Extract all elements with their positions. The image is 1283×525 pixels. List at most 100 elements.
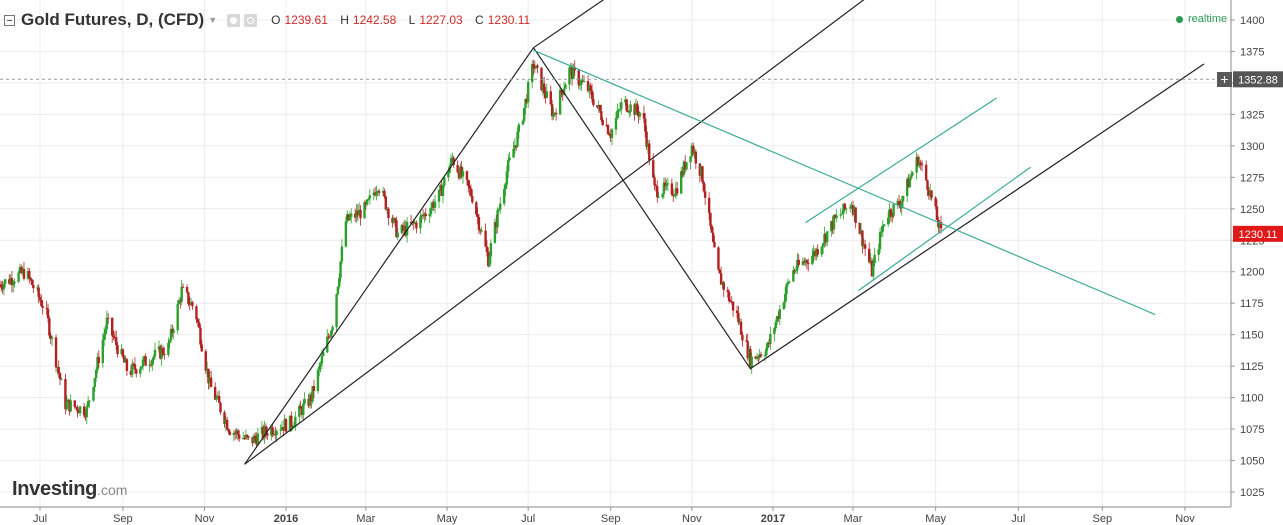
candle-body [274, 434, 277, 436]
candle-body [191, 302, 194, 307]
candle-body [393, 218, 397, 221]
candle-body [344, 221, 348, 247]
ohlc-high-key: H [340, 13, 349, 27]
candle-body [832, 214, 836, 230]
candle-body [775, 316, 779, 323]
candle-body [247, 436, 250, 438]
candle-body [69, 400, 72, 412]
channel-line[interactable] [805, 97, 997, 224]
chevron-down-icon[interactable]: ▼ [208, 15, 218, 25]
candle-body [419, 216, 422, 229]
candle-body [271, 427, 274, 435]
ohlc-close-value: 1230.11 [487, 13, 531, 27]
candle-body [469, 188, 473, 196]
candle-body [652, 160, 655, 178]
candle-body [78, 406, 82, 414]
candle-body [824, 233, 828, 243]
candle-body [646, 143, 650, 147]
candle-body [403, 226, 406, 231]
candle-body [86, 401, 90, 407]
y-tick-label: 1125 [1240, 361, 1264, 373]
candle-body [626, 110, 630, 112]
candle-body [235, 430, 238, 434]
candle-body [552, 113, 555, 117]
candle-body [292, 425, 296, 427]
candle-body [746, 341, 749, 359]
candle-body [213, 386, 217, 400]
add-alert-button[interactable]: + [1217, 72, 1232, 87]
channel-line[interactable] [533, 49, 1156, 316]
candle-body [347, 214, 350, 220]
trend-line[interactable] [532, 47, 751, 369]
candle-body [168, 340, 171, 343]
trend-line[interactable] [750, 63, 1205, 370]
candle-body [236, 430, 240, 435]
candle-body [642, 112, 646, 119]
y-tick-label: 1175 [1240, 298, 1264, 310]
candle-body [302, 403, 305, 415]
candle-body [597, 104, 600, 108]
candle-body [853, 207, 856, 215]
trend-line[interactable] [533, 0, 610, 49]
candle-body [159, 346, 162, 359]
candle-body [447, 172, 450, 178]
collapse-icon[interactable] [4, 14, 15, 26]
candle-body [308, 394, 312, 406]
candle-body [905, 178, 909, 197]
candle-body [32, 285, 35, 289]
candle-body [377, 191, 381, 193]
x-tick-label: Sep [113, 513, 133, 525]
candle-body [167, 342, 170, 355]
candle-body [385, 208, 389, 210]
candle-body [391, 217, 394, 223]
realtime-indicator: realtime [1176, 13, 1227, 25]
candle-body [508, 157, 511, 161]
candle-body [415, 222, 418, 229]
chart-title[interactable]: Gold Futures, D, (CFD) [21, 10, 205, 29]
candle-body [85, 406, 88, 418]
eye-icon[interactable] [227, 13, 241, 27]
candle-body [439, 185, 442, 190]
candle-body [812, 250, 815, 256]
candle-body [793, 270, 796, 272]
candle-body [101, 339, 105, 364]
settings-icon[interactable] [244, 13, 258, 27]
trend-line[interactable] [244, 47, 534, 465]
candle-body [223, 412, 226, 425]
candle-body [610, 129, 614, 139]
candle-body [424, 213, 427, 217]
candle-body [2, 283, 6, 290]
candle-body [318, 366, 321, 371]
candle-body [92, 387, 95, 401]
candle-body [197, 322, 201, 328]
trend-line[interactable] [244, 0, 879, 465]
x-tick-label: Sep [1093, 513, 1113, 525]
candle-body [196, 319, 199, 323]
candle-body [665, 183, 668, 187]
candle-body [330, 330, 333, 337]
candle-body [699, 166, 703, 176]
candle-body [691, 145, 695, 154]
candle-body [266, 432, 269, 436]
candle-body [242, 438, 245, 440]
candle-body [554, 112, 558, 115]
candle-body [881, 226, 884, 232]
channel-line[interactable] [858, 166, 1031, 292]
candle-body [270, 427, 273, 436]
candle-body [208, 377, 211, 384]
ohlc-low-value: 1227.03 [419, 13, 463, 27]
candle-body [260, 427, 264, 434]
candle-body [233, 432, 237, 434]
candle-body [195, 306, 198, 320]
candle-body [290, 415, 293, 427]
candle-body [489, 242, 493, 257]
candle-body [359, 209, 362, 219]
candle-body [115, 337, 118, 345]
candle-body [638, 112, 642, 117]
candle-body [939, 222, 943, 229]
candle-body [896, 200, 899, 205]
candle-body [357, 209, 361, 216]
candle-body [255, 438, 258, 445]
candle-body [870, 260, 874, 277]
